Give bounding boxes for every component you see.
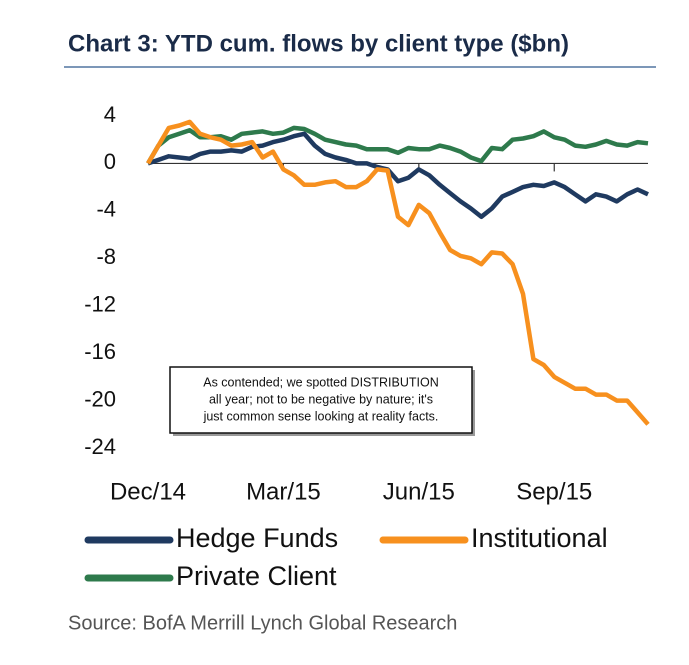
series-line <box>146 119 650 426</box>
x-tick-label: Dec/14 <box>110 478 186 505</box>
legend-label: Institutional <box>471 523 608 553</box>
y-tick-label: -16 <box>84 339 116 364</box>
x-tick-label: Sep/15 <box>516 478 592 505</box>
y-tick-label: -24 <box>84 434 116 459</box>
source: Source: BofA Merrill Lynch Global Resear… <box>68 612 457 634</box>
annotation-text: As contended; we spotted DISTRIBUTION <box>203 375 439 389</box>
legend-label: Hedge Funds <box>176 523 338 553</box>
x-tick-label: Jun/15 <box>383 478 455 505</box>
series-line <box>147 131 649 220</box>
y-tick-label: 0 <box>104 149 116 174</box>
y-tick-label: -8 <box>96 244 116 269</box>
annotation-text: all year; not to be negative by nature; … <box>209 392 433 406</box>
x-tick-label: Mar/15 <box>246 478 321 505</box>
legend-label: Private Client <box>176 561 337 591</box>
annotation-text: just common sense looking at reality fac… <box>203 409 439 423</box>
chart-title: Chart 3: YTD cum. flows by client type (… <box>68 30 569 57</box>
annotation-box <box>169 366 473 434</box>
y-tick-label: 4 <box>104 102 116 127</box>
y-tick-label: -12 <box>84 292 116 317</box>
series-line <box>146 125 649 165</box>
y-tick-label: -4 <box>96 197 116 222</box>
y-tick-label: -20 <box>84 386 116 411</box>
